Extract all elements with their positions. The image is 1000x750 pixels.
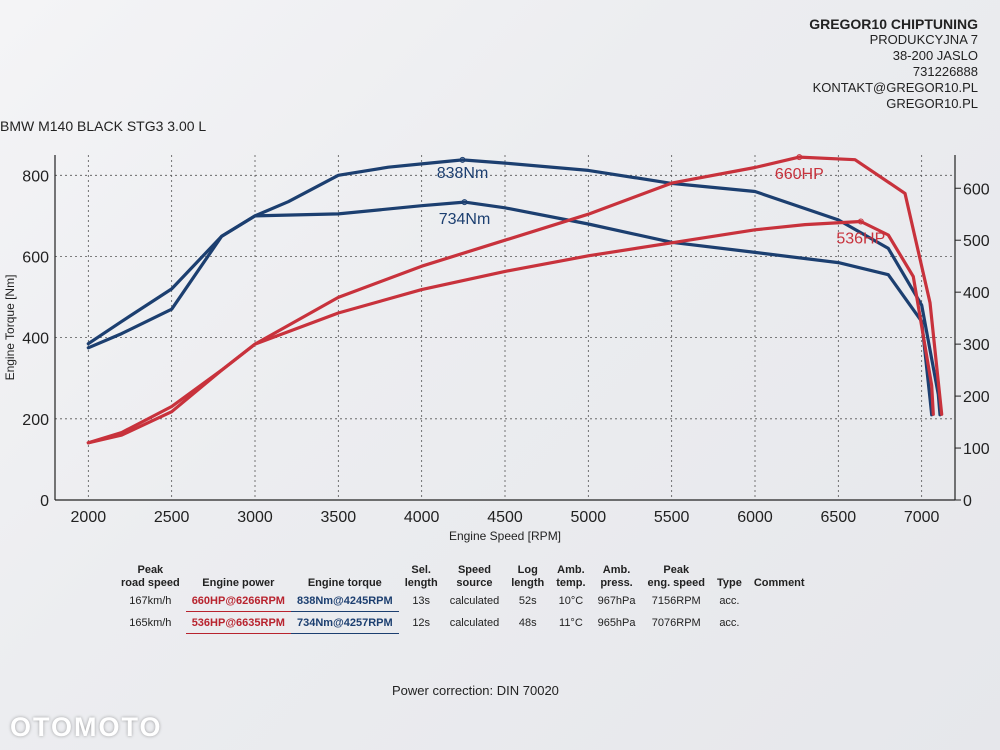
series-label: 838Nm <box>437 165 489 182</box>
table-cell: 12s <box>412 616 431 629</box>
x-tick-label: 3500 <box>321 509 357 526</box>
company-city: 38-200 JASLO <box>892 48 978 63</box>
table-cell: 967hPa <box>597 594 636 607</box>
x-tick-label: 2000 <box>71 509 107 526</box>
table-cell: 7156RPM <box>651 594 701 607</box>
company-website: GREGOR10.PL <box>886 96 978 111</box>
y-right-tick-label: 200 <box>963 389 990 406</box>
x-tick-label: 6500 <box>821 509 857 526</box>
y-right-tick-label: 500 <box>963 233 990 250</box>
company-street: PRODUKCYJNA 7 <box>869 32 978 47</box>
table-header-cell: Peak eng. speed <box>647 564 705 589</box>
table-cell: 11°C <box>559 616 583 629</box>
company-name: GREGOR10 CHIPTUNING <box>809 16 978 32</box>
table-header-cell: Comment <box>753 577 805 589</box>
table-cell: 167km/h <box>129 594 172 607</box>
table-cell: 48s <box>518 616 537 629</box>
x-tick-label: 6000 <box>737 509 773 526</box>
x-tick-label: 5500 <box>654 509 690 526</box>
table-cell: 13s <box>412 594 431 607</box>
dyno-chart: 2000 2500 3000 3500 4000 4500 5000 5500 6000 6500… <box>3 154 990 543</box>
peak-marker <box>857 218 864 225</box>
watermark-logo: OTOMOTO <box>10 712 163 742</box>
table-body: 167km/h 660HP@6266RPM 838Nm@4245RPM 13s calc… <box>115 590 811 634</box>
table-header-cell: Sel. length <box>404 564 438 589</box>
company-info: GREGOR10 CHIPTUNING PRODUKCYJNA 7 38-200… <box>809 16 978 112</box>
table-cell: 660HP@6266RPM <box>185 590 291 612</box>
x-tick-label: 2500 <box>154 509 190 526</box>
y-right-tick-label: 600 <box>963 181 990 198</box>
x-tick-label: 5000 <box>571 509 607 526</box>
table-cell: calculated <box>449 616 500 629</box>
table-cell: 52s <box>518 594 537 607</box>
y-left-tick-label: 600 <box>22 249 49 266</box>
table-header-cell: Engine power <box>202 577 275 589</box>
y-right-tick-label: 400 <box>963 285 990 302</box>
table-row: 167km/h 660HP@6266RPM 838Nm@4245RPM 13s calc… <box>115 590 811 612</box>
table-cell: 734Nm@4257RPM <box>290 611 399 634</box>
table-cell: 165km/h <box>129 616 172 629</box>
y-left-axis-label: Engine Torque [Nm] <box>3 275 17 381</box>
y-left-tick-label: 400 <box>22 331 49 348</box>
table-cell: 7076RPM <box>651 616 701 629</box>
x-tick-label: 4000 <box>404 509 440 526</box>
table-header-cell: Speed source <box>456 564 493 589</box>
y-left-tick-label: 200 <box>22 412 49 429</box>
series-line <box>86 219 935 445</box>
peak-marker <box>459 156 466 163</box>
table-cell: 10°C <box>558 594 584 607</box>
company-phone: 731226888 <box>912 64 978 79</box>
series-label: 660HP <box>775 166 824 183</box>
x-tick-label: 4500 <box>487 509 523 526</box>
y-right-tick-label: 0 <box>963 493 972 510</box>
y-left-tick-label: 0 <box>40 493 49 510</box>
table-header-row: Peak road speed Engine power Engine torque S… <box>115 560 811 590</box>
series-line <box>86 155 944 445</box>
table-cell: 838Nm@4245RPM <box>290 590 399 612</box>
series-label: 734Nm <box>439 211 491 228</box>
table-header-cell: Log length <box>511 564 545 589</box>
y-right-tick-label: 300 <box>963 337 990 354</box>
power-correction: Power correction: DIN 70020 <box>392 683 559 698</box>
x-axis-label: Engine Speed [RPM] <box>449 529 561 543</box>
table-header-cell: Amb. temp. <box>556 564 586 589</box>
table-cell: 536HP@6635RPM <box>185 611 291 634</box>
table-cell <box>748 612 811 634</box>
table-cell: acc. <box>719 594 740 607</box>
table-cell: calculated <box>449 594 500 607</box>
table-cell: acc. <box>719 616 740 629</box>
table-header-cell: Engine torque <box>307 577 382 589</box>
peak-marker <box>461 199 468 206</box>
company-email: KONTAKT@GREGOR10.PL <box>812 80 978 95</box>
x-tick-label: 7000 <box>904 509 940 526</box>
table-row: 165km/h 536HP@6635RPM 734Nm@4257RPM 12s calc… <box>115 611 811 634</box>
peak-marker <box>796 154 803 161</box>
table-cell: 965hPa <box>597 616 636 629</box>
x-tick-label: 3000 <box>237 509 273 526</box>
table-header-cell: Type <box>716 577 742 589</box>
table-cell <box>748 590 811 612</box>
table-header-cell: Peak road speed <box>121 564 180 589</box>
y-right-tick-label: 100 <box>963 441 990 458</box>
vehicle-title: BMW M140 BLACK STG3 3.00 L <box>0 118 207 134</box>
results-table-wrap: Peak road speed Engine power Engine torque S… <box>115 560 915 634</box>
table-header-cell: Amb. press. <box>600 564 633 589</box>
y-left-tick-label: 800 <box>22 168 49 185</box>
series-line <box>86 200 934 417</box>
series-label: 536HP <box>836 231 885 248</box>
results-table: Peak road speed Engine power Engine torque S… <box>115 560 811 634</box>
